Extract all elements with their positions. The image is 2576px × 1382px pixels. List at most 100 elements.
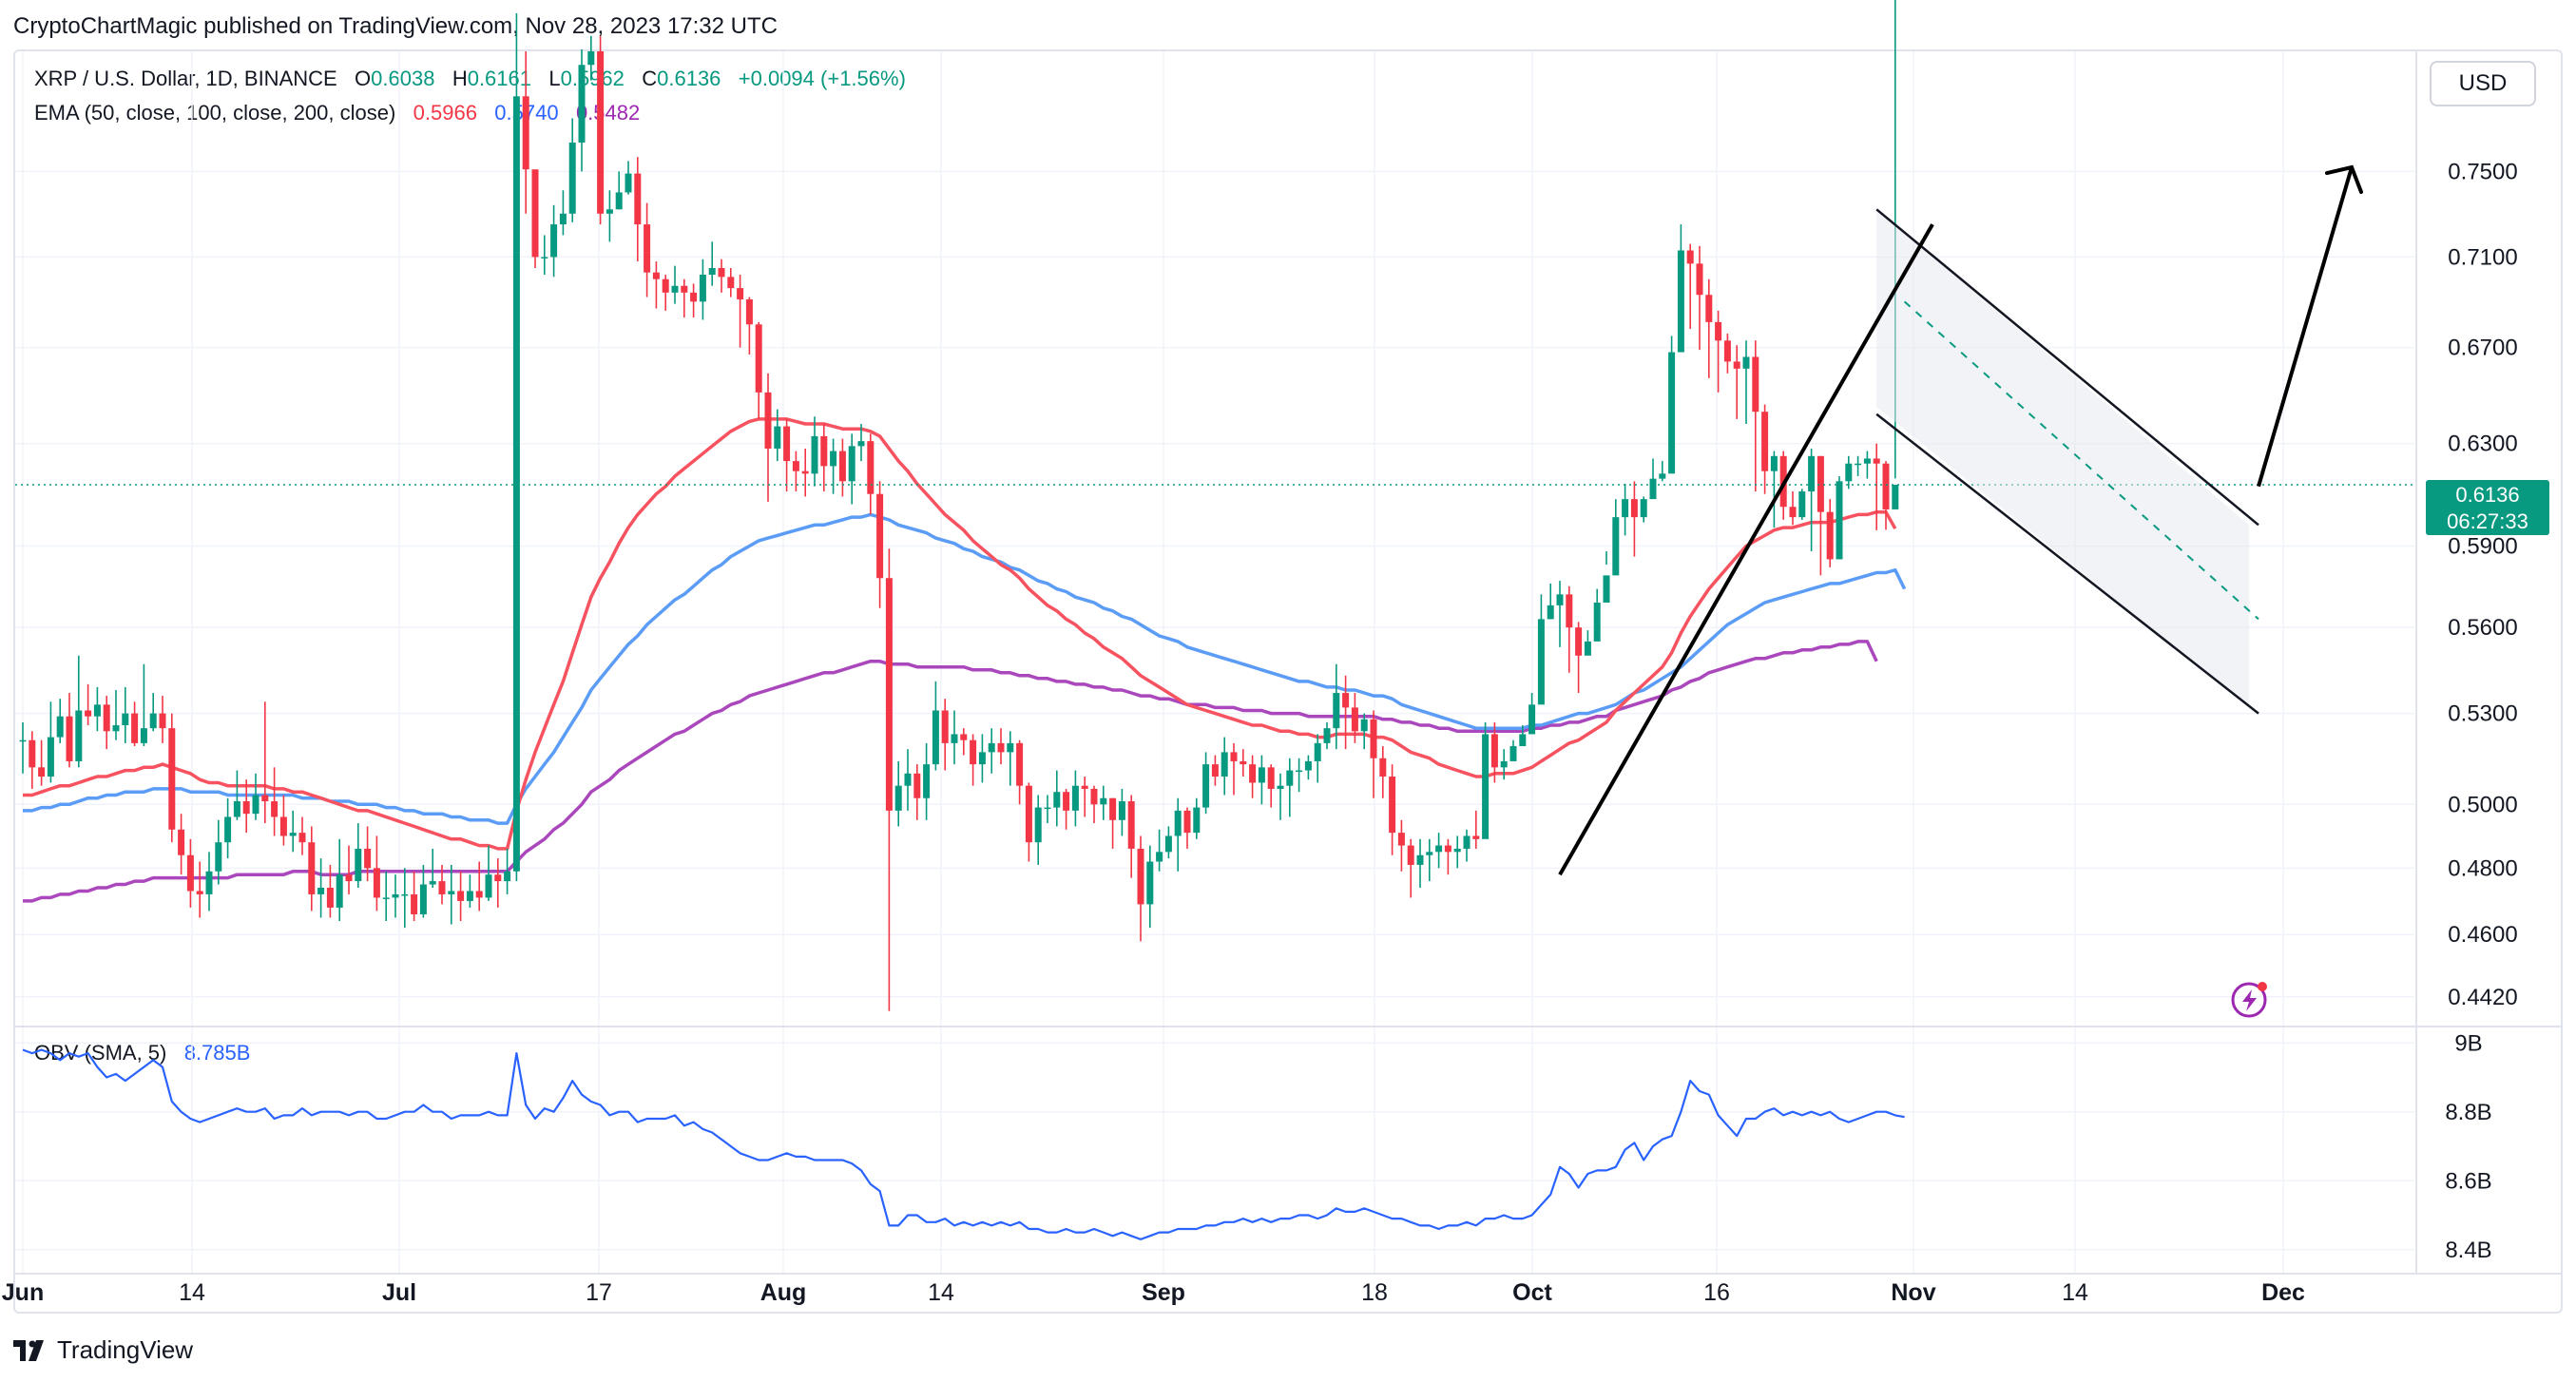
candle-body — [1267, 767, 1275, 789]
obv-legend[interactable]: OBV (SMA, 5) 8.785B — [34, 1041, 250, 1065]
candle — [1426, 838, 1433, 882]
candle — [1855, 455, 1862, 476]
candle-body — [745, 298, 753, 325]
candle-body — [1463, 835, 1471, 849]
grid — [15, 51, 2414, 1274]
candle-body — [1622, 499, 1629, 518]
candle — [1081, 776, 1088, 817]
candle-body — [1360, 719, 1368, 732]
candle-body — [1490, 734, 1498, 768]
impulse-line — [1558, 223, 1934, 876]
candle-body — [970, 739, 977, 765]
flash-icon[interactable] — [2231, 982, 2267, 1018]
candle — [1817, 455, 1824, 576]
candle — [951, 710, 958, 765]
candle-body — [103, 704, 110, 732]
price-tick-label: 0.6300 — [2448, 432, 2517, 457]
candle-body — [1808, 455, 1816, 492]
candle — [168, 713, 176, 843]
candle-body — [1435, 845, 1443, 853]
price-tick-label: 0.4800 — [2448, 855, 2517, 881]
candle-body — [1007, 742, 1014, 753]
price-tick-label: 0.5000 — [2448, 792, 2517, 817]
candle-body — [159, 713, 166, 729]
obv-tick-label: 8.8B — [2445, 1100, 2491, 1125]
candle — [1453, 835, 1461, 869]
candle — [1118, 788, 1125, 836]
candle-body — [242, 801, 250, 815]
candle-body — [1500, 760, 1508, 768]
candle — [1071, 770, 1079, 827]
candle — [1798, 489, 1806, 520]
time-tick-label: 14 — [2062, 1279, 2088, 1306]
candle — [727, 268, 735, 298]
symbol-name[interactable]: XRP / U.S. Dollar, 1D, BINANCE — [34, 67, 337, 90]
candle-body — [75, 710, 83, 761]
candle — [970, 734, 977, 786]
price-tick-label: 0.7100 — [2448, 244, 2517, 270]
price-tick-label: 0.4600 — [2448, 922, 2517, 948]
candle-body — [1668, 352, 1676, 474]
candle — [149, 693, 157, 732]
candle — [997, 728, 1005, 765]
candle-body — [522, 96, 529, 170]
candle-body — [634, 173, 642, 225]
candle-body — [1603, 575, 1610, 603]
candle-body — [1649, 478, 1657, 500]
candle-body — [1733, 361, 1740, 369]
tradingview-logo-icon — [13, 1339, 44, 1361]
tradingview-brand[interactable]: TradingView — [13, 1335, 193, 1365]
candle — [271, 767, 279, 836]
candle-body — [774, 426, 781, 449]
candle-body — [1575, 627, 1583, 656]
candle-body — [1863, 458, 1871, 464]
candle — [308, 826, 316, 912]
ema-lines — [23, 417, 1907, 903]
candle-body — [401, 893, 409, 896]
candle — [448, 864, 455, 925]
candle — [1863, 451, 1871, 479]
candle — [671, 265, 679, 304]
candle — [1416, 838, 1424, 888]
current-price-badge: 0.6136 06:27:33 — [2426, 480, 2549, 535]
candle-body — [411, 893, 418, 914]
publisher-line: CryptoChartMagic published on TradingVie… — [13, 13, 778, 39]
candle — [205, 852, 213, 912]
time-tick-label: Jun — [2, 1279, 44, 1306]
candle-body — [699, 275, 706, 302]
candle — [1444, 838, 1451, 875]
candle-body — [1109, 797, 1117, 820]
candle — [644, 202, 651, 298]
candle-body — [1426, 852, 1433, 855]
candle-body — [1798, 491, 1806, 518]
candle — [215, 819, 222, 885]
candle-body — [233, 801, 240, 817]
low-label: L — [548, 67, 561, 90]
candle — [634, 157, 642, 262]
candle-body — [811, 435, 818, 474]
candle-body — [662, 278, 669, 293]
candle — [1519, 725, 1527, 747]
candle — [1342, 675, 1350, 750]
candle — [615, 171, 623, 210]
candle — [475, 861, 483, 912]
candle-body — [419, 884, 427, 914]
candle-body — [1025, 785, 1032, 843]
candle-body — [671, 285, 679, 293]
candle-body — [1659, 473, 1666, 479]
candle — [279, 795, 287, 846]
candle-body — [559, 213, 567, 225]
candle-body — [615, 192, 623, 210]
candle-body — [1715, 321, 1722, 341]
candle-body — [876, 493, 884, 579]
current-price: 0.6136 — [2455, 483, 2520, 507]
candle-body — [1342, 693, 1350, 708]
candle — [1584, 630, 1591, 656]
candle — [1314, 734, 1321, 783]
candle — [317, 858, 325, 918]
currency-button[interactable]: USD — [2430, 61, 2536, 106]
candle-body — [308, 842, 316, 894]
candle-body — [1071, 785, 1079, 811]
candle-body — [1686, 250, 1694, 264]
